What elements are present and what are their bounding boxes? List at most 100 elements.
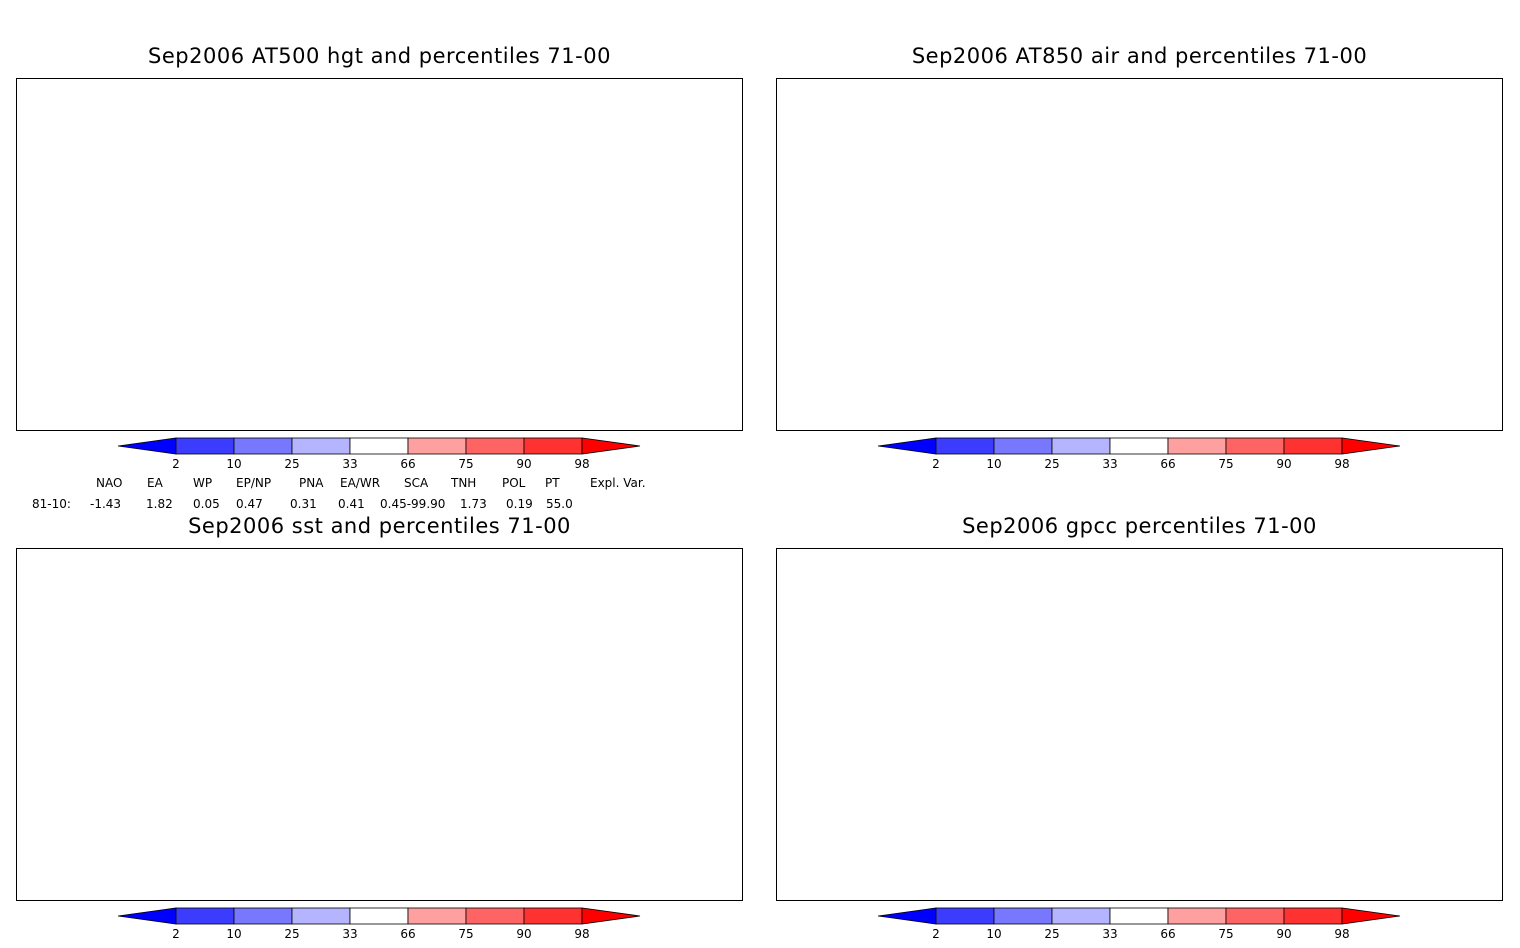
precip-anomaly-cell [984, 592, 1014, 613]
contour-label: 4 [338, 605, 344, 616]
precip-anomaly-cell [1392, 852, 1413, 867]
contour-label: 16 [1411, 182, 1424, 193]
precip-anomaly-cell [1171, 844, 1187, 856]
precip-anomaly-cell [1464, 594, 1475, 602]
latitude-gridline [892, 549, 1388, 767]
precip-anomaly-cell [981, 576, 998, 588]
colorbar-tick-label: 33 [1102, 927, 1117, 941]
precip-anomaly-cell [1289, 834, 1313, 851]
longitude-gridline [89, 79, 380, 293]
precip-anomaly-cell [1243, 799, 1268, 817]
longitude-gridline [17, 549, 380, 617]
precip-anomaly-cell [1173, 868, 1202, 888]
colorbar-bl: 2 10 25 33 66 75 90 98 [117, 907, 648, 948]
map-hgt500: 5280 5360 5440 5520 5600 5680 5760 5840 [17, 79, 743, 431]
precip-anomaly-cell [1358, 722, 1385, 741]
precip-anomaly-cell [1254, 726, 1262, 732]
contour-label-box [280, 556, 291, 569]
precip-anomaly-cell [1427, 629, 1444, 641]
precip-anomaly-cell [1411, 717, 1437, 735]
coastline [1127, 849, 1317, 894]
precip-anomaly-cell [1326, 642, 1352, 660]
precip-anomaly-cell [950, 593, 972, 608]
neutral-region [1277, 339, 1377, 409]
precip-anomaly-cell [1170, 798, 1200, 819]
precip-anomaly-cell [1013, 602, 1033, 616]
contour-line [197, 779, 317, 889]
precip-anomaly-cell [1366, 743, 1396, 764]
precip-anomaly-cell [1286, 612, 1294, 618]
contour-line [1067, 319, 1477, 423]
precip-anomaly-cell [1380, 703, 1397, 715]
colorbar-segment [523, 907, 583, 925]
panel-title-br: Sep2006 gpcc percentiles 71-00 [962, 514, 1317, 538]
precip-anomaly-cell [1166, 604, 1177, 612]
index-header-pol: POL [502, 476, 526, 490]
precip-anomaly-cell [1082, 600, 1098, 611]
precip-anomaly-cell [843, 741, 870, 760]
contour-line [217, 749, 337, 849]
contour-label-box [912, 299, 929, 312]
precip-anomaly-cell [1316, 863, 1328, 872]
index-value-wp: 0.05 [193, 497, 220, 511]
contour-line [975, 205, 1477, 290]
colorbar-segment [175, 437, 235, 455]
precip-anomaly-cell [961, 600, 972, 608]
precip-anomaly-cell [1248, 801, 1270, 817]
precip-anomaly-cell [1217, 866, 1244, 885]
precip-anomaly-cell [1238, 873, 1261, 889]
precip-anomaly-cell [1349, 773, 1372, 789]
colorbar-arrow-high [581, 437, 641, 455]
precip-anomaly-cell [1183, 868, 1194, 876]
precip-anomaly-cell [1371, 824, 1394, 840]
contour-line [437, 739, 577, 753]
precip-anomaly-cell [1320, 795, 1349, 815]
precip-anomaly-cell [1157, 822, 1185, 842]
colorbar-tick-label: 10 [986, 457, 1001, 471]
precip-anomaly-cell [1456, 686, 1466, 693]
colorbar-segment [1051, 907, 1111, 925]
precip-anomaly-cell [1349, 623, 1377, 643]
precip-anomaly-cell [1229, 714, 1246, 726]
precip-anomaly-cell [1149, 863, 1159, 870]
contour-line [517, 109, 597, 229]
index-header-pna: PNA [299, 476, 324, 490]
coastline [407, 359, 487, 389]
contour-label-box [362, 291, 392, 304]
precip-anomaly-cell [908, 723, 917, 729]
contour-label: 24 [19, 573, 32, 584]
coastline [1257, 249, 1417, 339]
contour-label: 20 [394, 695, 407, 706]
precip-anomaly-cell [1175, 603, 1195, 617]
precip-anomaly-cell [1182, 679, 1208, 697]
anomaly-region [437, 689, 597, 729]
precip-anomaly-cell [1055, 606, 1076, 620]
precip-anomaly-cell [1289, 651, 1303, 661]
precip-anomaly-cell [1239, 780, 1261, 795]
precip-anomaly-cell [1240, 834, 1267, 853]
colorbar-tick-label: 90 [1276, 927, 1291, 941]
precip-anomaly-cell [1242, 800, 1263, 815]
precip-anomaly-cell [1374, 812, 1394, 826]
precip-anomaly-cell [1369, 780, 1381, 788]
coastline [1337, 279, 1447, 319]
precip-anomaly-cell [1022, 589, 1032, 596]
precip-anomaly-cell [1370, 691, 1401, 713]
strong-negative-anomaly [327, 199, 372, 234]
coastline [397, 178, 497, 249]
precip-anomaly-cell [1246, 661, 1267, 676]
contour-label: 28 [1340, 199, 1353, 210]
contour-label: -8 [1118, 93, 1128, 104]
latitude-gridline [1057, 549, 1222, 602]
precip-anomaly-cell [1174, 777, 1186, 785]
precip-anomaly-cell [1053, 599, 1074, 614]
precip-anomaly-cell [1167, 834, 1178, 842]
contour-line [963, 181, 1477, 266]
colorbar-segment [233, 907, 293, 925]
precip-anomaly-cell [1327, 607, 1354, 626]
precip-anomaly-cell [1241, 710, 1264, 726]
precip-anomaly-cell [1266, 777, 1277, 785]
contour-label-box [396, 574, 407, 587]
contour-label-box [789, 132, 806, 145]
longitude-gridline [1140, 549, 1301, 863]
